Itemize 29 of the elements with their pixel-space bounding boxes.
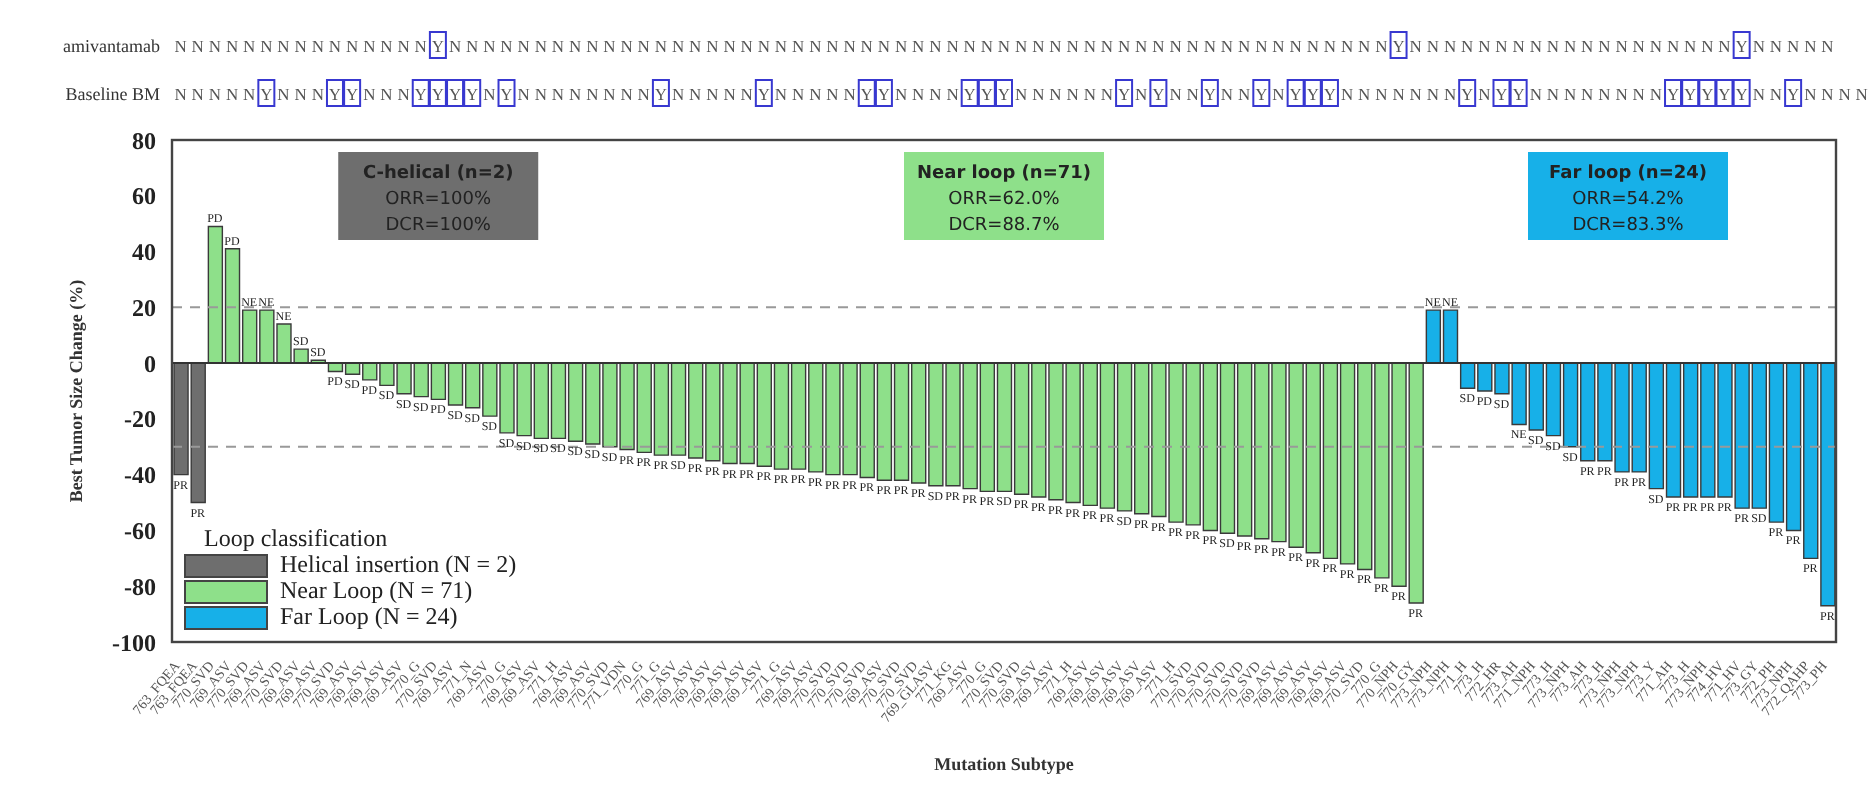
- annotation: DCR=83.3%: [1572, 216, 1685, 236]
- legend-label: Near Loop (N = 71): [280, 576, 473, 604]
- annotation: Near loop (n=71): [916, 164, 1092, 184]
- annotation: ORR=62.0%: [948, 190, 1061, 210]
- annotation: DCR=100%: [385, 216, 492, 236]
- text: amivantamab: [63, 36, 161, 56]
- y-tick-label: -20: [124, 405, 156, 434]
- y-tick-label: -60: [124, 516, 156, 545]
- y-tick-label: -100: [112, 628, 156, 657]
- text: NNNNNNNNNNNNNNNYNNNNNNNNNNNNNNNNNNNNNNNNNNNNNNNNNNNNNNNNNNNNNNNNNNNNNNNYNNNNNNNNNNNNNNNNNNNYNNNNN: [174, 36, 1834, 56]
- y-tick-label: -80: [124, 572, 156, 601]
- y-tick-label: 20: [132, 293, 156, 322]
- legend-label: Far Loop (N = 24): [280, 602, 458, 630]
- x-axis-title: Mutation Subtype: [934, 754, 1074, 774]
- text: Baseline BM: [65, 84, 160, 104]
- y-tick-label: -40: [124, 461, 156, 490]
- annotation: ORR=54.2%: [1572, 190, 1685, 210]
- text: NNNNNYNNNYYNNNYYYYNYNNNNNNNNYNNNNNYNNNNNYYNNNNYYYNNNNNNYNYNNYNNYNYYYNNNNNNNYNYYNNNNNNNNYYYYYNNYNNNN: [174, 84, 1868, 104]
- y-tick-label: 80: [132, 126, 156, 155]
- y-tick-label: 40: [132, 238, 156, 267]
- annotation: ORR=100%: [385, 190, 492, 210]
- legend-label: Helical insertion (N = 2): [280, 550, 517, 578]
- legend-title: Loop classification: [202, 524, 390, 552]
- y-tick-label: 60: [132, 182, 156, 211]
- annotation: DCR=88.7%: [948, 216, 1061, 236]
- y-axis-title: Best Tumor Size Change (%): [66, 279, 87, 503]
- y-tick-label: 0: [144, 349, 156, 378]
- annotation: Far loop (n=24): [1549, 164, 1707, 184]
- annotation: C-helical (n=2): [362, 164, 514, 184]
